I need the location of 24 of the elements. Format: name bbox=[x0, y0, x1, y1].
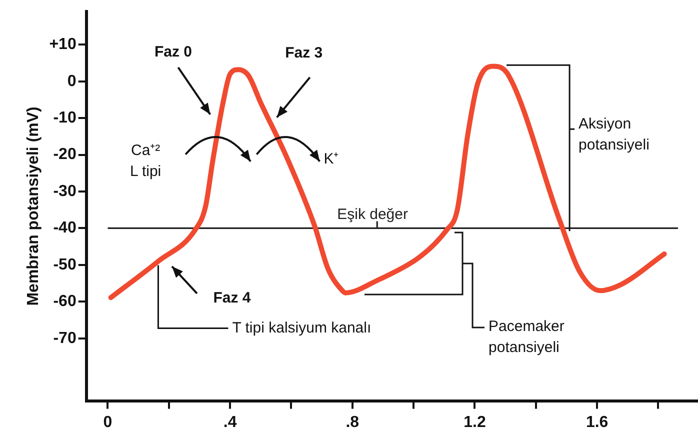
y-tick-label: -70 bbox=[53, 330, 76, 347]
y-tick-label: 0 bbox=[67, 72, 76, 90]
x-tick-label: 1.2 bbox=[464, 414, 486, 431]
y-tick-label: -50 bbox=[53, 256, 76, 274]
annotation: Pacemaker potansiyeli bbox=[488, 318, 564, 356]
y-tick-label: -10 bbox=[53, 109, 76, 126]
y-tick-label: -20 bbox=[53, 146, 76, 164]
x-tick-label: .4 bbox=[223, 414, 237, 431]
x-tick-label: 0 bbox=[103, 414, 112, 431]
y-tick-label: +10 bbox=[49, 36, 76, 54]
x-tick-label: 1.6 bbox=[586, 414, 608, 431]
annotation: Faz 0 bbox=[154, 44, 192, 61]
x-tick-label: .8 bbox=[346, 414, 360, 431]
annotation: Aksiyon potansiyeli bbox=[578, 116, 650, 154]
y-tick-label: -40 bbox=[53, 220, 76, 237]
annotation: T tipi kalsiyum kanalı bbox=[232, 319, 372, 336]
y-tick-label: -30 bbox=[53, 182, 76, 200]
annotation: K⁺ bbox=[324, 150, 339, 168]
y-axis-title: Membran potansiyeli (mV) bbox=[25, 106, 42, 306]
annotation: Ca⁺² L tipi bbox=[130, 142, 162, 180]
y-tick-label: -60 bbox=[53, 293, 76, 310]
ref-line-label: Eşik değer bbox=[337, 206, 408, 223]
annotation: Faz 3 bbox=[285, 44, 323, 62]
annotation: Faz 4 bbox=[213, 290, 252, 307]
